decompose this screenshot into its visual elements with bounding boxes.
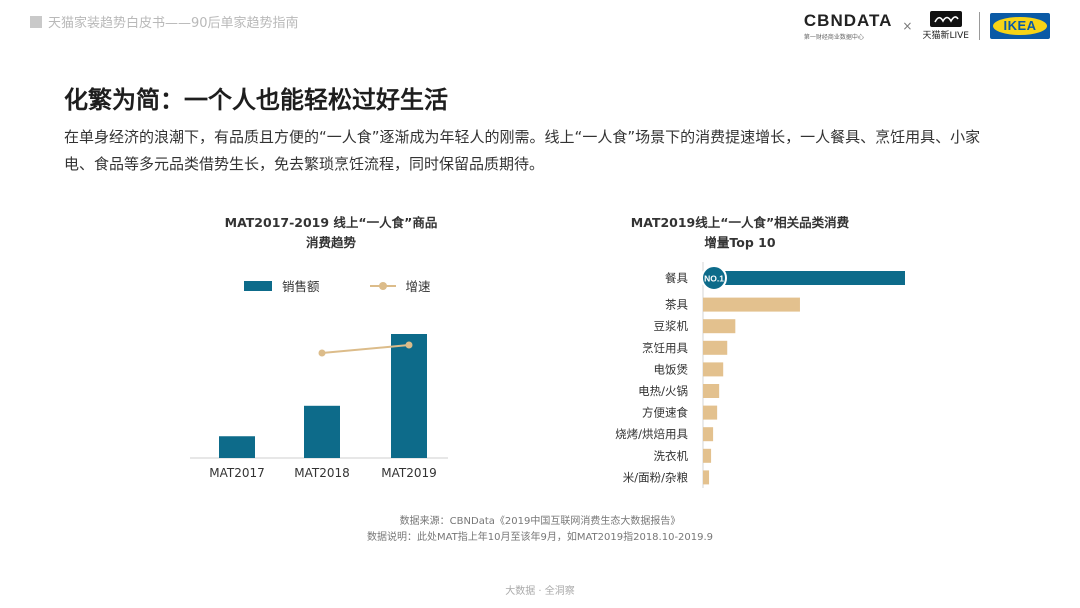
- tmall-cat-icon: [929, 11, 962, 27]
- category-bar-2: [703, 297, 800, 312]
- category-bar-5: [703, 362, 724, 377]
- category-label-7: 方便速食: [642, 406, 688, 420]
- partner-logos: CBNDATA 第一财经商业数据中心 × 天猫新LIVE IKEA: [804, 10, 1050, 41]
- category-label-3: 豆浆机: [654, 319, 689, 333]
- category-bar-10: [703, 470, 710, 485]
- growth-point-2: [405, 341, 413, 349]
- logo-times-sign: ×: [902, 18, 913, 33]
- category-bar-9: [703, 448, 712, 463]
- tmall-logo-text: 天猫新LIVE: [922, 31, 969, 41]
- right-chart-title: MAT2019线上“一人食”相关品类消费 增量Top 10: [600, 213, 880, 253]
- header-square-icon: [30, 16, 42, 28]
- legend-bar-swatch: [244, 280, 272, 291]
- legend-sales-label: 销售额: [282, 279, 320, 294]
- sales-bar-mat2017: [219, 436, 255, 458]
- left-chart-title-line2: 消费趋势: [305, 235, 356, 250]
- x-tick-label-mat2018: MAT2018: [294, 466, 350, 480]
- growth-line: [321, 344, 410, 354]
- right-chart-title-line1: MAT2019线上“一人食”相关品类消费: [630, 215, 850, 230]
- source-line1: 数据来源：CBNData《2019中国互联网消费生态大数据报告》: [399, 516, 681, 527]
- sales-bar-mat2019: [391, 334, 427, 458]
- x-tick-label-mat2019: MAT2019: [381, 466, 437, 480]
- category-label-9: 洗衣机: [654, 449, 689, 463]
- cbndata-logo-text: CBNDATA: [803, 10, 893, 30]
- no1-badge-label: NO.1: [704, 274, 724, 284]
- category-label-5: 电饭煲: [654, 362, 689, 376]
- footer-text: 大数据 · 全洞察: [505, 586, 575, 597]
- legend-line-swatch: [369, 281, 396, 290]
- right-chart-title-line2: 增量Top 10: [704, 235, 776, 250]
- report-title: 天猫家装趋势白皮书——90后单家趋势指南: [48, 16, 299, 31]
- category-bar-3: [703, 319, 736, 334]
- tmall-logo: 天猫新LIVE: [922, 10, 969, 41]
- category-label-1: 餐具: [665, 271, 688, 285]
- cbndata-logo-subtitle: 第一财经商业数据中心: [803, 33, 864, 41]
- sales-bar-mat2018: [304, 405, 340, 458]
- category-label-2: 茶具: [665, 298, 688, 312]
- ikea-logo-text: IKEA: [1003, 18, 1037, 33]
- source-note: 数据来源：CBNData《2019中国互联网消费生态大数据报告》 数据说明：此处…: [0, 514, 1080, 546]
- category-bar-1: [703, 271, 905, 285]
- left-chart-title-line1: MAT2017-2019 线上“一人食”商品: [224, 215, 438, 230]
- category-bar-8: [703, 427, 714, 442]
- category-bar-6: [703, 384, 720, 398]
- category-label-4: 烹饪用具: [642, 341, 688, 355]
- growth-point-1: [318, 349, 326, 357]
- ikea-logo: IKEA: [990, 12, 1050, 39]
- left-chart-legend: 销售额 增速: [244, 276, 431, 295]
- category-bar-4: [703, 340, 728, 355]
- category-label-6: 电热/火锅: [638, 384, 688, 398]
- report-header: 天猫家装趋势白皮书——90后单家趋势指南: [30, 12, 299, 31]
- slide-title: 化繁为简：一个人也能轻松过好生活: [64, 86, 448, 114]
- category-bar-7: [703, 405, 718, 420]
- category-label-10: 米/面粉/杂粮: [623, 470, 689, 484]
- slide-intro: 在单身经济的浪潮下，有品质且方便的“一人食”逐渐成为年轻人的刚需。线上“一人食”…: [64, 128, 981, 173]
- x-tick-label-mat2017: MAT2017: [209, 466, 265, 480]
- no1-badge: [701, 265, 727, 291]
- cbndata-logo: CBNDATA 第一财经商业数据中心: [804, 11, 893, 41]
- left-chart-title: MAT2017-2019 线上“一人食”商品 消费趋势: [196, 213, 466, 253]
- legend-growth-label: 增速: [405, 279, 431, 294]
- source-line2: 数据说明：此处MAT指上年10月至该年9月，如MAT2019指2018.10-2…: [366, 532, 714, 543]
- category-label-8: 烧烤/烘焙用具: [615, 427, 688, 441]
- logo-divider: [979, 11, 980, 40]
